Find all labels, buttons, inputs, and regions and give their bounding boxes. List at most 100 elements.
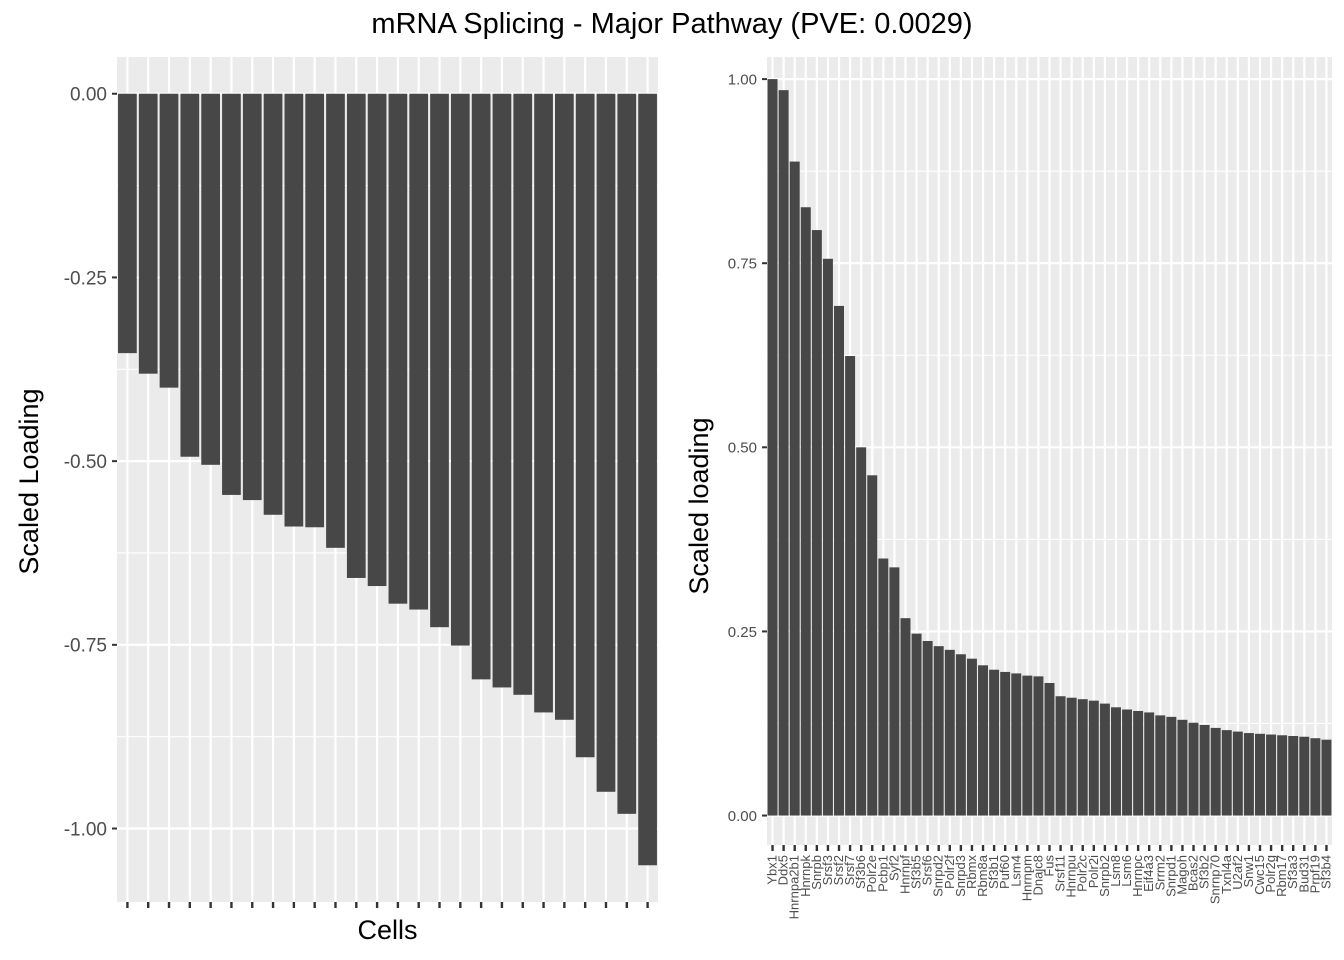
cell-bar xyxy=(159,93,179,388)
gene-bar xyxy=(778,90,789,816)
y-tick-label: 0.25 xyxy=(728,624,757,641)
genes-x-axis: Ybx1Ddx5Hnrnpa2b1HnrnpkSnrpbSrsf3Srsf2Sr… xyxy=(765,845,1333,919)
cell-bar xyxy=(180,93,200,457)
gene-tick-label: Polr2f xyxy=(942,855,957,889)
gene-bar xyxy=(1122,709,1133,816)
cell-bar xyxy=(284,93,304,527)
y-tick-label: 0.50 xyxy=(728,440,757,457)
cell-bar xyxy=(388,93,408,604)
gene-bar xyxy=(1155,715,1166,816)
cell-bar xyxy=(346,93,366,578)
gene-tick-label: Snw1 xyxy=(1241,855,1256,888)
gene-tick-label: Snrpd1 xyxy=(1163,855,1178,897)
gene-bar xyxy=(1266,734,1277,816)
gene-bar xyxy=(878,558,889,816)
gene-tick-label: Sf3b2 xyxy=(1197,855,1212,889)
genes-y-axis-title: Scaled loading xyxy=(684,417,714,594)
gene-bar xyxy=(1166,716,1177,816)
gene-bar xyxy=(1243,733,1254,816)
gene-tick-label: Lsm8 xyxy=(1108,855,1123,887)
cell-bar xyxy=(430,93,449,628)
gene-tick-label: Hnrnpc xyxy=(1130,855,1145,897)
cell-bar xyxy=(638,93,657,866)
gene-bar xyxy=(1321,739,1332,816)
genes-bars xyxy=(767,79,1332,816)
gene-tick-label: Eif4a3 xyxy=(1141,855,1156,892)
cell-bar xyxy=(222,93,241,495)
y-tick-label: -0.75 xyxy=(64,636,107,657)
gene-bar xyxy=(1177,719,1188,816)
gene-bar xyxy=(767,79,778,816)
gene-tick-label: Polr2i xyxy=(1086,855,1101,888)
gene-tick-label: Puf60 xyxy=(997,855,1012,889)
gene-tick-label: Polr2e xyxy=(864,855,879,893)
gene-tick-label: Bcas2 xyxy=(1186,855,1201,891)
gene-tick-label: Snrnp70 xyxy=(1208,855,1223,904)
gene-tick-label: Prpf19 xyxy=(1307,855,1322,893)
gene-bar xyxy=(1210,727,1221,816)
gene-tick-label: Snrpb xyxy=(809,855,824,890)
gene-bar xyxy=(1033,676,1044,816)
gene-tick-label: Srsf2 xyxy=(831,855,846,885)
cell-bar xyxy=(492,93,512,688)
gene-bar xyxy=(1144,712,1155,816)
gene-tick-label: Snrpd2 xyxy=(931,855,946,897)
gene-tick-label: Hnrnpm xyxy=(1019,855,1034,901)
gene-bar xyxy=(789,161,800,816)
cell-bar xyxy=(263,93,283,515)
gene-bar xyxy=(1011,673,1022,816)
gene-bar xyxy=(966,658,977,816)
gene-tick-label: Srsf11 xyxy=(1053,855,1068,892)
gene-bar xyxy=(933,646,944,816)
cells-x-axis-title: Cells xyxy=(357,915,417,945)
gene-bar xyxy=(1000,671,1011,816)
cell-bar xyxy=(326,93,345,548)
gene-bar xyxy=(1199,724,1210,816)
cells-y-axis: 0.00 -0.25 -0.50 -0.75 -1.00 xyxy=(64,85,117,840)
cell-bar xyxy=(450,93,470,646)
gene-bar xyxy=(1188,722,1199,816)
gene-tick-label: Rbm17 xyxy=(1274,855,1289,897)
y-tick-label: -0.25 xyxy=(64,268,107,289)
gene-bar xyxy=(1288,736,1299,816)
gene-tick-label: Hnrnpu xyxy=(1064,855,1079,898)
gene-tick-label: Lsm6 xyxy=(1119,855,1134,887)
cells-y-axis-title: Scaled Loading xyxy=(14,388,44,574)
cell-bar xyxy=(534,93,553,713)
gene-bar xyxy=(867,475,878,816)
chart-title: mRNA Splicing - Major Pathway (PVE: 0.00… xyxy=(371,8,972,40)
gene-tick-label: Ddx5 xyxy=(776,855,791,885)
gene-bar xyxy=(1221,730,1232,816)
cell-bar xyxy=(367,93,387,587)
gene-bar xyxy=(944,649,955,816)
cell-bar xyxy=(242,93,262,501)
gene-tick-label: Lsm4 xyxy=(1008,855,1023,887)
cell-bar xyxy=(201,93,220,465)
gene-bar xyxy=(834,305,844,816)
cells-bars xyxy=(118,93,657,866)
gene-bar xyxy=(800,207,811,816)
gene-bar xyxy=(822,258,833,816)
genes-loading-panel: 0.000.250.500.751.00 Ybx1Ddx5Hnrnpa2b1Hn… xyxy=(684,57,1333,919)
cell-bar xyxy=(305,93,325,528)
gene-bar xyxy=(856,447,867,816)
gene-tick-label: Polr2c xyxy=(1075,855,1090,892)
gene-tick-label: Sf3a3 xyxy=(1285,855,1300,889)
gene-bar xyxy=(978,665,989,816)
gene-tick-label: Cwc15 xyxy=(1252,855,1267,895)
cell-bar xyxy=(596,93,616,792)
y-tick-label: -0.50 xyxy=(64,452,107,473)
cell-bar xyxy=(409,93,429,610)
gene-bar xyxy=(1077,699,1088,816)
gene-bar xyxy=(811,230,822,816)
cell-bar xyxy=(575,93,595,758)
gene-tick-label: Sf3b1 xyxy=(986,855,1001,889)
gene-tick-label: Syf2 xyxy=(886,855,901,881)
gene-bar xyxy=(1299,736,1310,816)
gene-bar xyxy=(989,669,1000,816)
gene-tick-label: Ybx1 xyxy=(765,855,780,885)
gene-bar xyxy=(1277,735,1288,816)
gene-tick-label: Rbm8a xyxy=(975,854,990,897)
gene-tick-label: Rbmx xyxy=(964,855,979,889)
